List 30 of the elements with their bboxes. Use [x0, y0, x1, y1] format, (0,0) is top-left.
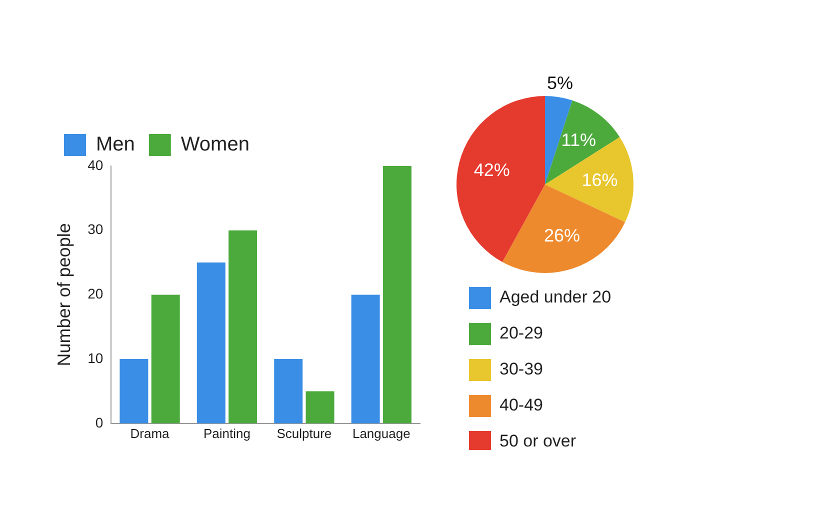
legend-label: Aged under 20: [500, 288, 612, 307]
x-tick-label: Painting: [203, 426, 250, 441]
legend-label: Women: [180, 134, 250, 156]
bar: [351, 294, 380, 424]
legend-label: 20-29: [500, 324, 543, 343]
bar: [228, 230, 258, 424]
y-tick-label: 10: [88, 350, 104, 366]
bar: [382, 166, 412, 424]
y-tick-label: 40: [88, 156, 104, 173]
legend-label: 30-39: [500, 360, 543, 379]
legend-label: 40-49: [500, 396, 543, 415]
y-axis-title: Number of people: [54, 223, 74, 366]
data-label: 26%: [544, 226, 580, 246]
bar: [274, 359, 303, 424]
data-label: 11%: [561, 130, 596, 150]
data-label: 16%: [582, 170, 618, 190]
legend-label: 50 or over: [500, 432, 576, 451]
bar: [151, 294, 180, 424]
x-tick-label: Language: [352, 426, 410, 441]
x-tick-label: Drama: [130, 426, 170, 441]
x-tick-label: Sculpture: [276, 426, 332, 441]
data-label: 42%: [474, 160, 510, 180]
bar: [306, 391, 334, 424]
y-tick-label: 30: [88, 221, 104, 238]
legend-label: Men: [96, 134, 135, 156]
bar: [120, 359, 148, 424]
bar: [196, 262, 226, 424]
y-tick-label: 0: [95, 414, 104, 430]
data-label: 5%: [547, 72, 574, 93]
y-tick-label: 20: [88, 286, 104, 302]
